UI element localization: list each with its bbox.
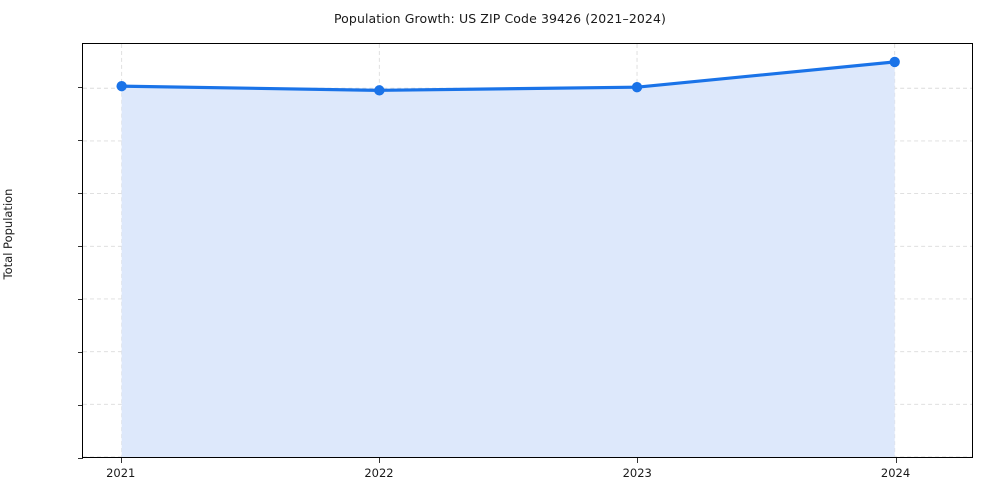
x-tick-mark — [120, 458, 122, 463]
y-tick-mark — [78, 299, 83, 301]
y-tick-mark — [78, 246, 83, 248]
x-tick-mark — [895, 458, 897, 463]
x-tick-mark — [637, 458, 639, 463]
y-tick-mark — [78, 140, 83, 142]
area-fill — [121, 61, 895, 457]
y-tick-mark — [78, 458, 83, 459]
x-tick-label: 2023 — [622, 466, 652, 480]
y-axis-label: Total Population — [1, 188, 15, 280]
x-tick-label: 2024 — [880, 466, 911, 480]
data-series-line — [116, 56, 900, 96]
y-tick-mark — [78, 193, 83, 195]
y-tick-mark — [78, 87, 83, 89]
y-tick-mark — [78, 405, 83, 407]
x-tick-label: 2021 — [106, 466, 136, 480]
chart-title: Population Growth: US ZIP Code 39426 (20… — [333, 11, 667, 26]
x-tick-mark — [379, 458, 380, 463]
y-tick-mark — [78, 352, 83, 354]
x-tick-label: 2022 — [364, 466, 394, 480]
plot-area — [82, 43, 973, 458]
